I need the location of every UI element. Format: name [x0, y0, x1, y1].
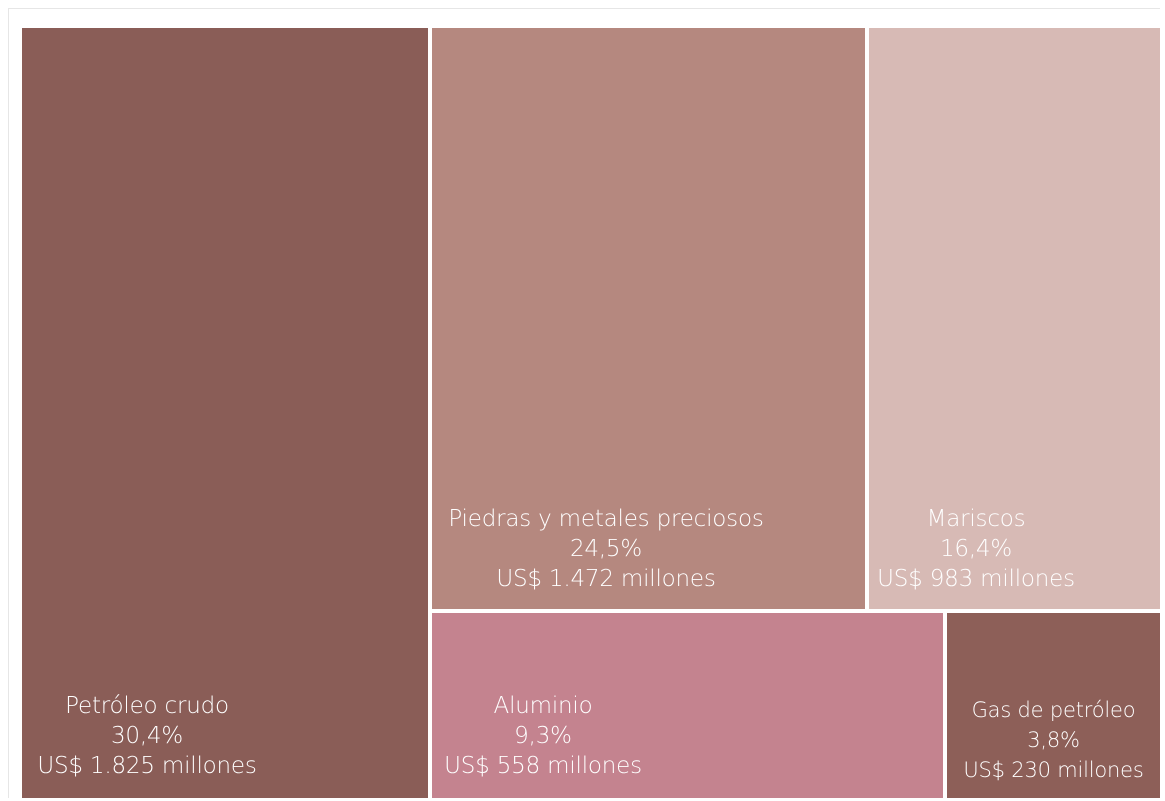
tile-percent: 24,5% [569, 536, 643, 562]
tile-percent: 9,3% [514, 723, 572, 749]
tile-amount: US$ 1.472 millones [496, 566, 716, 592]
tile-amount: US$ 230 millones [963, 758, 1144, 782]
tile-amount: US$ 558 millones [444, 753, 642, 779]
tile-name: Petróleo crudo [65, 693, 229, 719]
tile-label-aluminio: Aluminio 9,3% US$ 558 millones [432, 691, 654, 781]
tile-name: Gas de petróleo [971, 698, 1136, 722]
tile-percent: 16,4% [939, 536, 1013, 562]
treemap-frame [8, 8, 1160, 798]
tile-name: Aluminio [493, 693, 593, 719]
treemap-tile-petroleo-crudo: Petróleo crudo 30,4% US$ 1.825 millones [22, 28, 428, 798]
tile-percent: 3,8% [1027, 728, 1080, 752]
tile-percent: 30,4% [110, 723, 184, 749]
treemap-tile-aluminio: Aluminio 9,3% US$ 558 millones [432, 613, 943, 798]
tile-label-petroleo-crudo: Petróleo crudo 30,4% US$ 1.825 millones [22, 691, 272, 781]
treemap-tile-piedras-metales-preciosos: Piedras y metales preciosos 24,5% US$ 1.… [432, 28, 865, 609]
treemap-tile-gas-de-petroleo: Gas de petróleo 3,8% US$ 230 millones [947, 613, 1160, 798]
tile-name: Piedras y metales preciosos [448, 506, 764, 532]
tile-name: Mariscos [926, 506, 1026, 532]
tile-label-mariscos: Mariscos 16,4% US$ 983 millones [869, 504, 1083, 594]
tile-label-gas-de-petroleo: Gas de petróleo 3,8% US$ 230 millones [947, 695, 1160, 785]
tile-amount: US$ 1.825 millones [37, 753, 257, 779]
tile-label-piedras-metales-preciosos: Piedras y metales preciosos 24,5% US$ 1.… [432, 504, 780, 594]
treemap-tile-mariscos: Mariscos 16,4% US$ 983 millones [869, 28, 1160, 609]
tile-amount: US$ 983 millones [877, 566, 1075, 592]
